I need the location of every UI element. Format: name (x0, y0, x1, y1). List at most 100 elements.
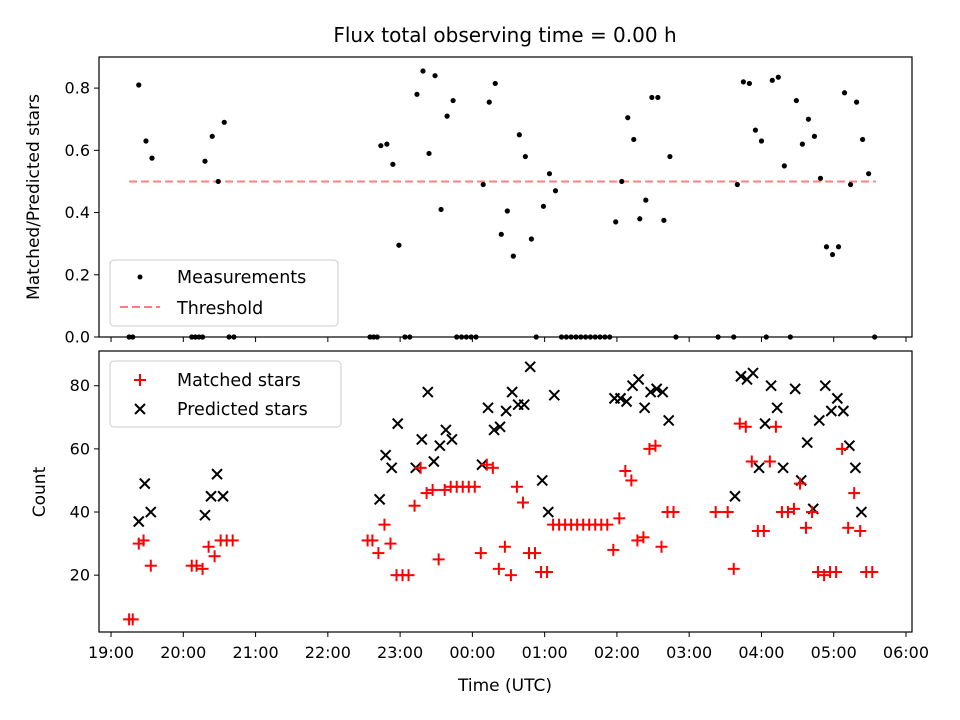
measurement-point (817, 175, 824, 181)
matched-star-point (619, 464, 632, 477)
matched-star-point (745, 455, 758, 468)
measurement-point (847, 181, 854, 188)
predicted-star-point (662, 414, 675, 427)
measurement-point (221, 119, 227, 125)
predicted-star-point (385, 462, 398, 474)
predicted-star-point (211, 468, 223, 480)
matched-star-point (492, 562, 505, 575)
predicted-star-point (145, 506, 157, 518)
x-tick-label: 00:00 (449, 643, 495, 662)
matched-star-point (414, 461, 427, 474)
measurement-point (746, 80, 753, 87)
measurement-point (522, 153, 528, 160)
measurement-point (396, 242, 402, 248)
predicted-star-point (632, 373, 645, 386)
x-tick-label: 06:00 (883, 643, 929, 662)
matched-star-point (727, 562, 740, 575)
matched-star-point (649, 439, 662, 452)
measurement-point (805, 116, 812, 122)
y-tick-label: 0.2 (65, 265, 90, 284)
matched-star-point (202, 540, 215, 553)
matched-star-point (836, 442, 849, 455)
matched-star-point (378, 518, 391, 531)
x-tick-label: 04:00 (738, 643, 784, 662)
measurement-point (740, 79, 746, 85)
matched-stars-points (123, 417, 879, 626)
ratio-axes-frame (98, 56, 913, 338)
x-tick-label: 05:00 (811, 643, 857, 662)
measurement-point (613, 219, 619, 225)
measurement-point (143, 138, 149, 144)
x-tick-label: 21:00 (233, 643, 279, 662)
measurement-point (215, 178, 221, 185)
predicted-star-point (801, 436, 813, 449)
y-tick-label: 0.6 (65, 141, 90, 160)
ratio-panel: 0.00.20.40.60.8 Matched/Predicted stars … (24, 56, 913, 347)
count-y-axis-label: Count (30, 466, 50, 517)
matched-star-point (613, 512, 626, 525)
matched-star-point (402, 569, 415, 582)
x-tick-label: 01:00 (522, 643, 568, 662)
measurement-point (655, 94, 661, 101)
measurement-point (480, 181, 486, 188)
matched-star-point (667, 506, 680, 519)
predicted-star-point (518, 398, 530, 411)
matched-star-point (848, 487, 861, 500)
matched-star-point (763, 455, 776, 468)
predicted-star-point (373, 493, 386, 506)
legend-threshold-label: Threshold (176, 299, 263, 319)
legend-measurements-marker (137, 274, 143, 280)
count-x-ticks: 19:00 20:00 21:00 22:00 23:00 00:00 01:00 02:00… (88, 632, 929, 662)
matched-star-point (510, 480, 523, 493)
predicted-star-point (765, 380, 777, 392)
matched-star-point (432, 553, 445, 566)
ratio-y-ticks: 0.0 0.2 0.4 0.6 0.8 (65, 79, 99, 347)
predicted-star-point (428, 455, 440, 468)
measurement-point (649, 94, 655, 101)
matched-star-point (733, 417, 746, 430)
y-tick-label: 60 (70, 439, 90, 458)
matched-star-point (607, 543, 620, 556)
matched-star-point (144, 559, 157, 572)
measurement-point (546, 171, 553, 177)
measurement-point (450, 97, 456, 104)
predicted-star-point (500, 405, 512, 417)
matched-star-point (366, 534, 379, 547)
predicted-star-point (620, 395, 633, 408)
predicted-star-point (139, 477, 151, 490)
measurement-point (390, 161, 396, 167)
matched-star-point (631, 534, 644, 547)
measurement-point (378, 143, 384, 149)
matched-star-point (420, 487, 433, 500)
ratio-y-axis-label: Matched/Predicted stars (24, 94, 44, 300)
measurement-point (414, 91, 420, 97)
y-tick-label: 0.4 (65, 203, 90, 222)
measurement-point (444, 113, 450, 119)
x-tick-label: 22:00 (305, 643, 351, 662)
matched-star-point (480, 458, 493, 471)
predicted-star-point (747, 367, 759, 379)
measurement-point (799, 141, 805, 147)
predicted-star-point (644, 386, 657, 398)
x-tick-label: 19:00 (88, 643, 134, 662)
matched-star-point (818, 569, 831, 582)
measurement-point (823, 244, 830, 250)
measurement-point (202, 158, 208, 164)
legend-matched-label: Matched stars (177, 371, 301, 391)
predicted-star-point (506, 386, 518, 398)
x-tick-label: 23:00 (377, 643, 423, 662)
y-tick-label: 20 (70, 566, 90, 585)
x-tick-label: 20:00 (160, 643, 206, 662)
measurement-point (853, 99, 860, 105)
measurement-point (498, 231, 504, 237)
x-tick-label: 02:00 (594, 643, 640, 662)
matched-star-point (739, 420, 752, 433)
matched-star-point (721, 506, 734, 519)
predicted-star-point (391, 417, 404, 430)
measurement-point (504, 208, 510, 214)
measurement-point (438, 206, 444, 213)
measurement-point (661, 217, 667, 223)
matched-star-point (709, 506, 722, 519)
predicted-star-point (494, 421, 506, 433)
